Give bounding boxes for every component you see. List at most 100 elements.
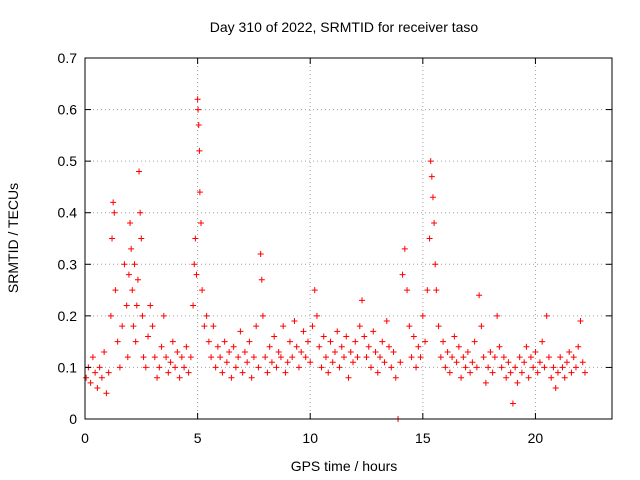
data-point [284,359,291,366]
data-point [226,348,233,355]
data-point [266,343,273,350]
data-point [444,348,451,355]
x-tick-label: 20 [528,430,544,446]
data-point [404,287,411,294]
data-point [147,302,154,309]
y-tick-label: 0.3 [58,256,78,272]
data-point [327,338,334,345]
data-point [237,328,244,335]
data-point [374,369,381,376]
data-point [105,369,112,376]
y-tick-label: 0 [69,411,77,427]
data-point [103,390,110,397]
data-point [458,374,465,381]
data-point [352,338,359,345]
data-point [183,343,190,350]
data-point [223,359,230,366]
x-axis-label: GPS time / hours [291,458,398,474]
data-point [130,323,137,330]
data-point [428,173,435,180]
data-point [178,354,185,361]
data-point [250,354,257,361]
data-point [410,333,417,340]
data-point [248,374,255,381]
data-point [518,369,525,376]
data-point [451,333,458,340]
data-point [325,369,332,376]
data-point [541,364,548,371]
data-point [257,250,264,257]
data-point [514,379,521,386]
data-point [464,348,471,355]
data-point [195,106,202,113]
data-point [163,354,170,361]
data-point [523,343,530,350]
data-point [217,354,224,361]
data-point [408,354,415,361]
data-point [137,209,144,216]
data-point [112,287,119,294]
data-point [437,354,444,361]
data-point [435,323,442,330]
data-point [132,338,139,345]
data-point [282,369,289,376]
data-point [190,302,197,309]
data-point [496,343,503,350]
data-point [548,374,555,381]
data-point [487,348,494,355]
data-point [397,359,404,366]
data-point [505,359,512,366]
data-point [354,354,361,361]
data-point [134,276,141,283]
data-point [539,338,546,345]
data-point [268,359,275,366]
data-point [431,220,438,227]
data-point [232,364,239,371]
data-point [181,364,188,371]
data-point [140,354,147,361]
data-point [286,338,293,345]
data-point [494,312,501,319]
data-point [205,338,212,345]
data-point [563,359,570,366]
y-tick-label: 0.1 [58,359,78,375]
chart-title: Day 310 of 2022, SRMTID for receiver tas… [210,19,479,35]
data-point [277,354,284,361]
data-point [185,369,192,376]
data-point [521,359,528,366]
data-point [577,318,584,325]
data-point [201,323,208,330]
data-point [172,364,179,371]
data-point [316,343,323,350]
axis-ticks: 0 0.1 0.2 0.3 0.4 0.5 0.6 0.7 0 5 10 15 20 [58,50,612,446]
y-tick-label: 0.4 [58,205,78,221]
data-point [219,369,226,376]
data-point [568,369,575,376]
data-point [101,348,108,355]
data-point [110,199,117,206]
data-point [559,364,566,371]
data-point [298,348,305,355]
data-point [503,374,510,381]
data-point [455,343,462,350]
y-tick-label: 0.6 [58,102,78,118]
data-point [365,343,372,350]
x-tick-label: 15 [415,430,431,446]
data-point [289,354,296,361]
data-point [440,338,447,345]
data-point [363,354,370,361]
data-point [500,354,507,361]
data-point [581,369,588,376]
data-point [259,312,266,319]
data-point [413,364,420,371]
data-point [469,359,476,366]
data-point [480,354,487,361]
data-point [271,333,278,340]
data-point [196,147,203,154]
data-point [109,235,116,242]
data-point [453,359,460,366]
data-point [359,297,366,304]
data-point [379,338,386,345]
data-point [302,354,309,361]
